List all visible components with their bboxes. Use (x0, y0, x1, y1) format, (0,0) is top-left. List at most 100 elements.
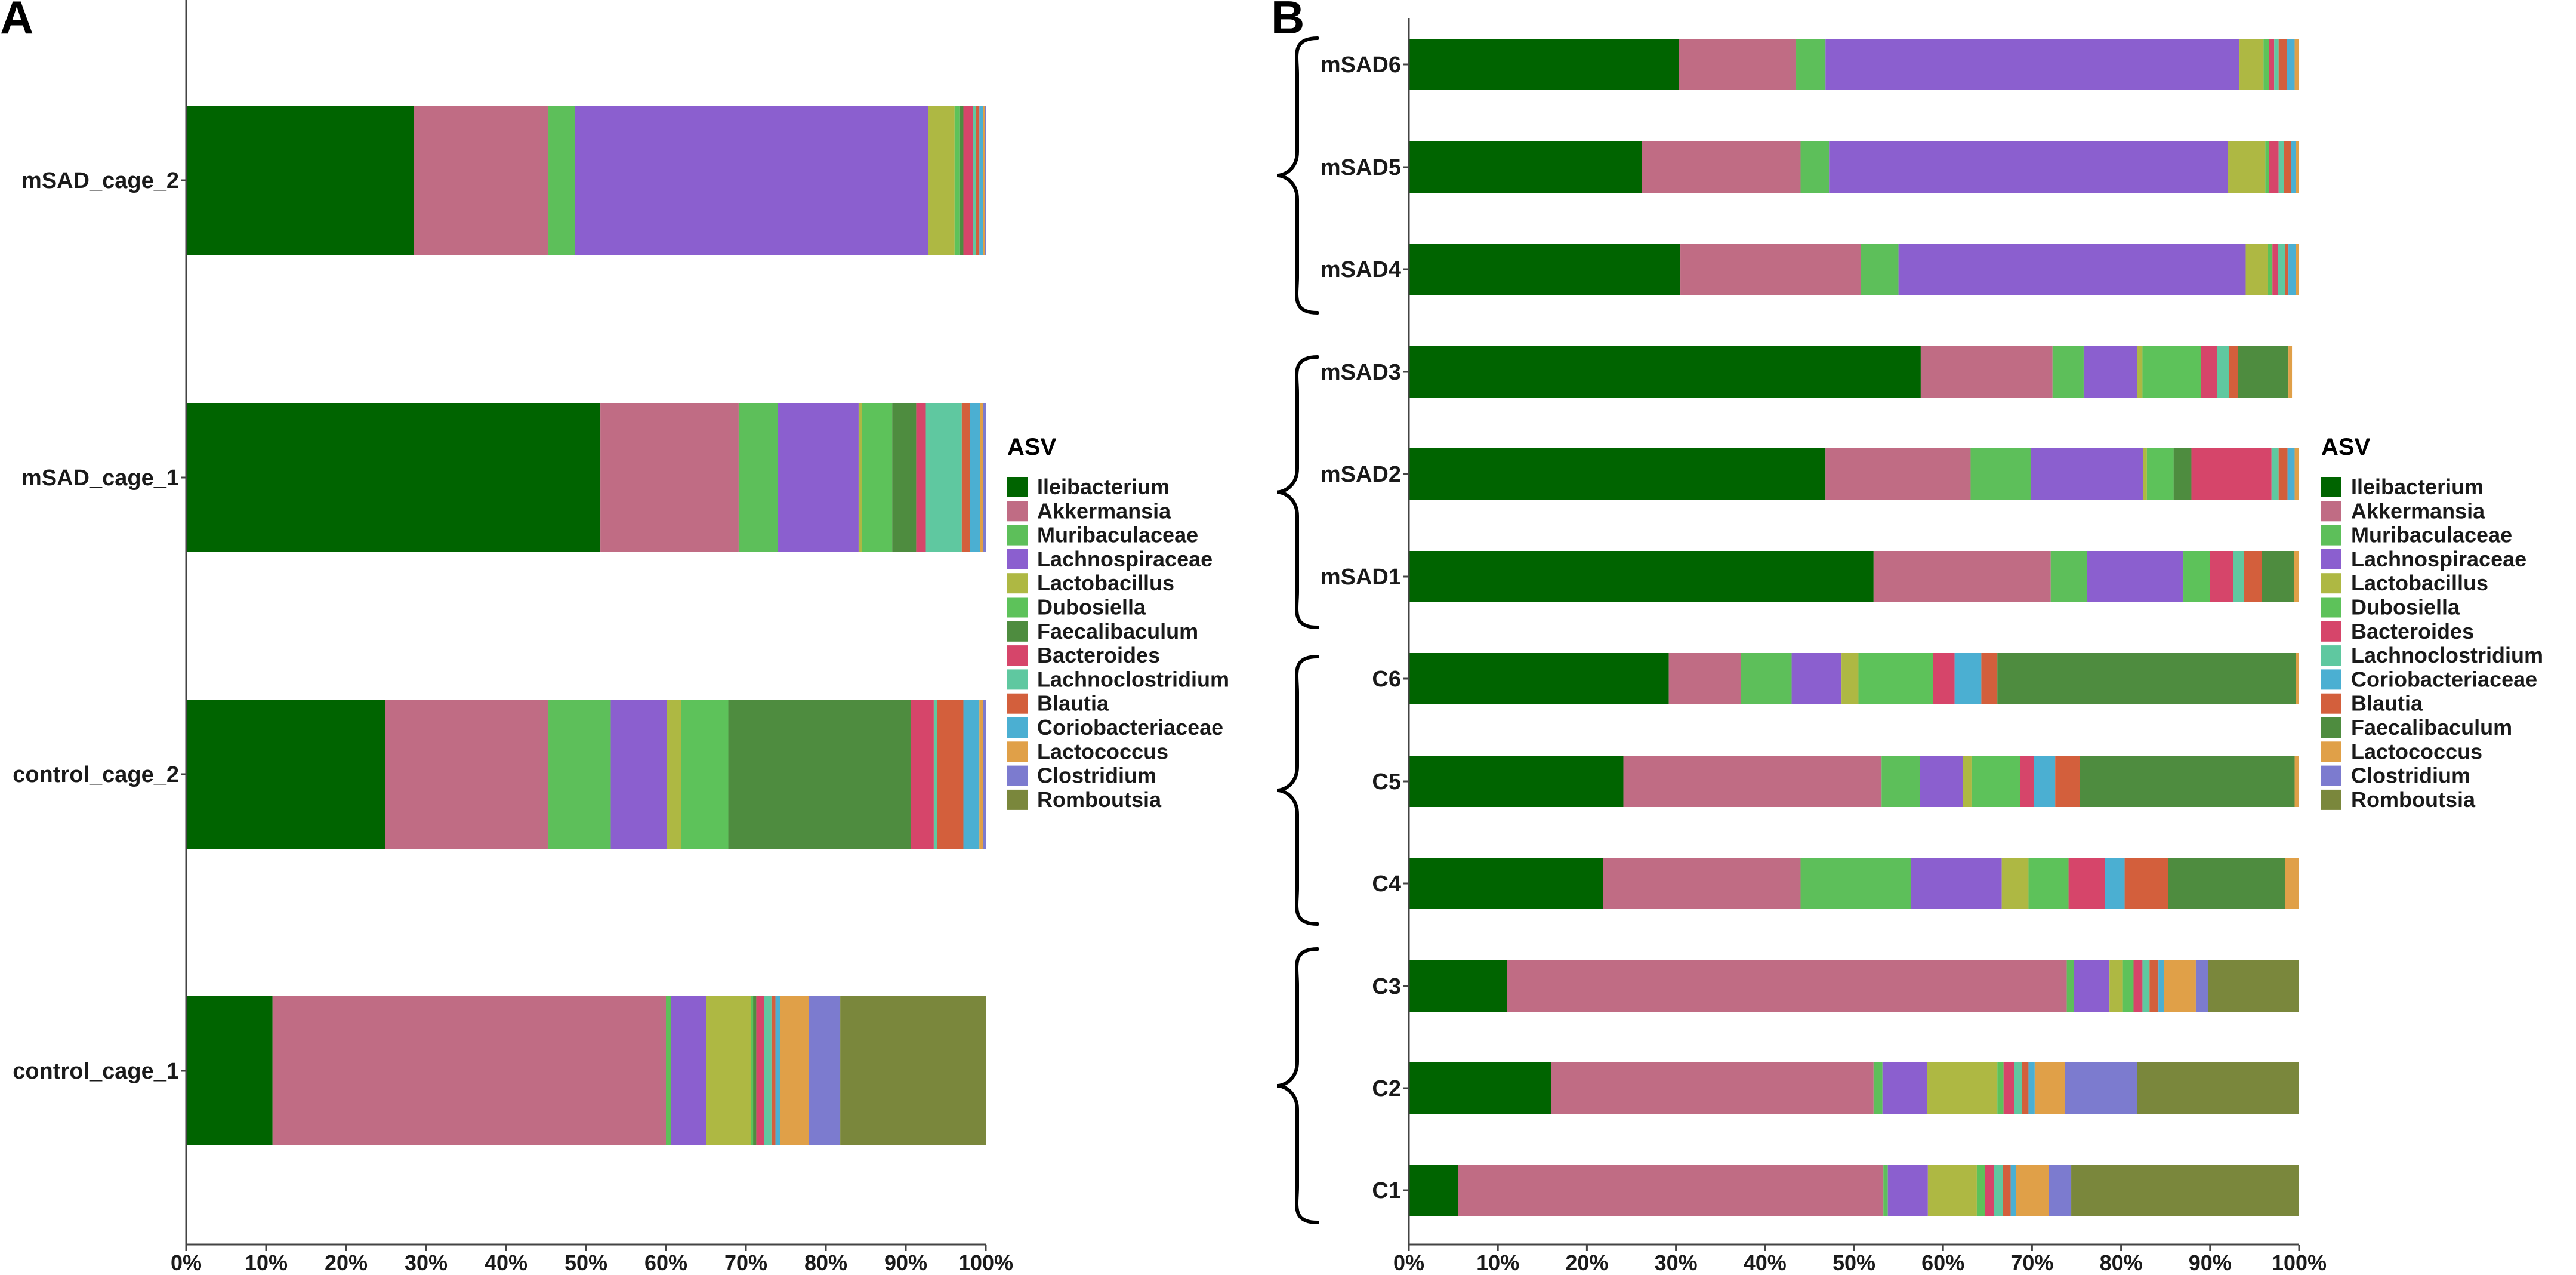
panel-b-legend-label-bacteroides: Bacteroides (2351, 619, 2474, 643)
panel-b-segment-msad2-lactococcus (2294, 448, 2299, 500)
panel-b-legend-label-ileibacterium: Ileibacterium (2351, 475, 2484, 499)
panel-a-legend-swatch-romboutsia (1007, 789, 1028, 810)
panel-b-segment-msad5-lachnoclostridium (2278, 141, 2284, 193)
panel-b-legend-swatch-lachnospiraceae (2321, 549, 2341, 569)
panel-b-segment-msad4-bacteroides (2272, 244, 2278, 295)
panel-b-bar-c3 (1409, 960, 2299, 1012)
panel-a-segment-msad-cage-1-clostridium (983, 403, 986, 552)
panel-b-segment-msad1-akkermansia (1873, 551, 2051, 602)
panel-a-segment-msad-cage-2-akkermansia (414, 106, 549, 255)
panel-a-segment-msad-cage-1-bacteroides (916, 403, 926, 552)
panel-b-category-label-c1: C1 (1372, 1178, 1401, 1203)
panel-b-segment-msad4-ileibacterium (1409, 244, 1681, 295)
panel-b-legend-title: ASV (2321, 434, 2371, 460)
panel-b-segment-c4-ileibacterium (1409, 858, 1603, 909)
panel-b-segment-c4-muribaculaceae (1800, 858, 1911, 909)
panel-b-segment-msad2-blautia (2278, 448, 2288, 500)
panel-b-segment-c6-blautia (1981, 653, 1998, 704)
panel-a-segment-control-cage-1-romboutsia (840, 996, 986, 1145)
panel-b-segment-c1-ileibacterium (1409, 1165, 1458, 1216)
panel-b-segment-c3-coriobacteriaceae (2158, 960, 2164, 1012)
panel-a-bar-control-cage-2 (186, 700, 986, 849)
panel-b-legend-label-lactobacillus: Lactobacillus (2351, 571, 2488, 595)
panel-b-segment-c1-bacteroides (1985, 1165, 1994, 1216)
panel-a-segment-control-cage-2-muribaculaceae (548, 700, 611, 849)
panel-a-letter: A (0, 0, 33, 44)
panel-a-segment-msad-cage-1-coriobacteriaceae (970, 403, 980, 552)
panel-a-bar-msad-cage-1 (186, 403, 986, 552)
panel-b-segment-c1-muribaculaceae (1883, 1165, 1888, 1216)
panel-b-group-brace-3 (1276, 655, 1319, 926)
panel-b-bar-c1 (1409, 1165, 2299, 1216)
panel-b-bar-msad5 (1409, 141, 2299, 193)
panel-a-legend-title: ASV (1007, 434, 1057, 460)
panel-b-segment-c4-faecalibaculum (2168, 858, 2285, 909)
panel-b-segment-msad5-blautia (2284, 141, 2291, 193)
panel-b-bar-msad4 (1409, 244, 2299, 295)
panel-b-segment-c3-lachnoclostridium (2142, 960, 2150, 1012)
panel-b-segment-msad6-blautia (2278, 39, 2287, 90)
panel-b-segment-c2-muribaculaceae (1873, 1062, 1883, 1114)
panel-a-segment-control-cage-2-dubosiella (681, 700, 729, 849)
panel-b-legend-swatch-akkermansia (2321, 501, 2341, 522)
panel-b-segment-msad5-muribaculaceae (1800, 141, 1830, 193)
panel-a-segment-msad-cage-1-lachnospiraceae (778, 403, 859, 552)
panel-b-bar-c6 (1409, 653, 2299, 704)
panel-a-legend-label-akkermansia: Akkermansia (1037, 498, 1171, 523)
panel-a-segment-msad-cage-1-akkermansia (600, 403, 739, 552)
panel-b-segment-msad3-lachnoclostridium (2217, 346, 2229, 398)
panel-b-segment-c4-bacteroides (2068, 858, 2105, 909)
panel-a-legend-label-faecalibaculum: Faecalibaculum (1037, 619, 1198, 643)
panel-b-segment-c3-bacteroides (2133, 960, 2143, 1012)
panel-a-xtick-label-0: 0% (171, 1251, 202, 1275)
panel-b-segment-msad2-bacteroides (2191, 448, 2272, 500)
panel-a-segment-control-cage-1-blautia (771, 996, 776, 1145)
panel-b-segment-c1-lactococcus (2016, 1165, 2049, 1216)
panel-a-segment-msad-cage-2-lactococcus (983, 106, 985, 255)
panel-b-segment-c3-romboutsia (2208, 960, 2299, 1012)
panel-b-segment-msad6-akkermansia (1679, 39, 1797, 90)
panel-b-segment-msad2-lachnospiraceae (2031, 448, 2143, 500)
panel-b-segment-c3-clostridium (2195, 960, 2208, 1012)
panel-b-xtick-label-9: 90% (2189, 1251, 2232, 1275)
panel-a-segment-msad-cage-2-clostridium (985, 106, 986, 255)
panel-b-segment-c5-ileibacterium (1409, 756, 1624, 807)
panel-a-legend-label-lachnospiraceae: Lachnospiraceae (1037, 547, 1213, 571)
panel-a-segment-control-cage-1-muribaculaceae (666, 996, 671, 1145)
panel-b-segment-msad1-dubosiella (2183, 551, 2210, 602)
panel-a-segment-msad-cage-1-ileibacterium (186, 403, 601, 552)
panel-b-segment-c6-bacteroides (1933, 653, 1955, 704)
panel-a-segment-msad-cage-2-lachnoclostridium (973, 106, 976, 255)
panel-a-legend-label-dubosiella: Dubosiella (1037, 595, 1146, 620)
panel-b-segment-c1-romboutsia (2071, 1165, 2299, 1216)
panel-b-segment-msad5-lactococcus (2296, 141, 2299, 193)
panel-b-bar-msad1 (1409, 551, 2299, 602)
panel-b-xtick-label-10: 100% (2272, 1251, 2327, 1275)
panel-b-bar-c2 (1409, 1062, 2299, 1114)
panel-a-segment-msad-cage-2-faecalibaculum (959, 106, 964, 255)
panel-b-segment-c1-coriobacteriaceae (2010, 1165, 2016, 1216)
panel-a-legend-swatch-bacteroides (1007, 645, 1028, 666)
panel-b-segment-c6-ileibacterium (1409, 653, 1669, 704)
panel-b-segment-msad1-muribaculaceae (2050, 551, 2087, 602)
panel-a-legend-label-muribaculaceae: Muribaculaceae (1037, 523, 1198, 547)
panel-a-legend-label-ileibacterium: Ileibacterium (1037, 475, 1170, 499)
panel-b-category-label-msad6: mSAD6 (1321, 53, 1401, 78)
panel-a-segment-msad-cage-1-lactobacillus (858, 403, 862, 552)
panel-a-xtick-label-3: 30% (405, 1251, 448, 1275)
panel-b-category-label-msad5: mSAD5 (1321, 155, 1401, 180)
panel-b-segment-c1-blautia (2003, 1165, 2011, 1216)
panel-a-segment-control-cage-2-coriobacteriaceae (963, 700, 980, 849)
panel-b-xtick-label-3: 30% (1655, 1251, 1698, 1275)
panel-a-legend-swatch-ileibacterium (1007, 477, 1028, 497)
panel-b-category-label-c5: C5 (1372, 769, 1401, 794)
panel-b-segment-c3-lactococcus (2164, 960, 2196, 1012)
panel-b-segment-msad6-coriobacteriaceae (2287, 39, 2295, 90)
panel-b-segment-c6-faecalibaculum (1997, 653, 2296, 704)
panel-b-segment-c4-akkermansia (1603, 858, 1801, 909)
panel-b-segment-msad3-faecalibaculum (2238, 346, 2289, 398)
panel-b-segment-msad3-lactobacillus (2137, 346, 2143, 398)
panel-b-segment-msad4-lachnospiraceae (1898, 244, 2246, 295)
panel-b-segment-c2-blautia (2022, 1062, 2029, 1114)
